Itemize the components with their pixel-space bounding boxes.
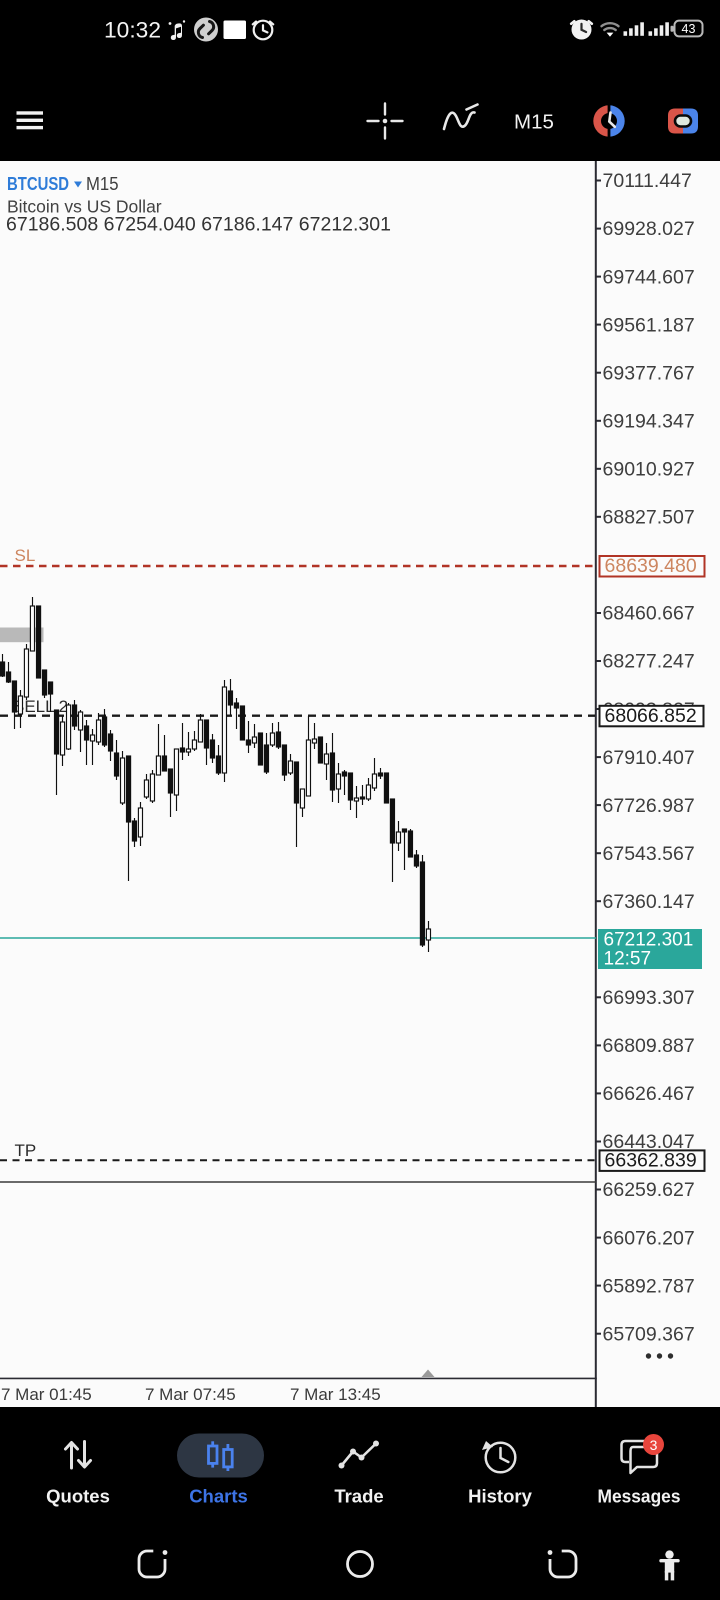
svg-text:Trade: Trade <box>334 1486 383 1507</box>
svg-text:68277.247: 68277.247 <box>603 651 695 673</box>
svg-text:BTCUSD: BTCUSD <box>7 173 69 194</box>
svg-text:66259.627: 66259.627 <box>603 1179 695 1201</box>
svg-text:7 Mar 07:45: 7 Mar 07:45 <box>145 1385 236 1404</box>
svg-text:67360.147: 67360.147 <box>603 891 695 913</box>
svg-text:69010.927: 69010.927 <box>603 459 695 481</box>
svg-text:Messages: Messages <box>598 1486 681 1507</box>
svg-text:66993.307: 66993.307 <box>603 987 695 1009</box>
svg-text:65892.787: 65892.787 <box>603 1275 695 1297</box>
svg-text:66443.047: 66443.047 <box>603 1131 695 1153</box>
svg-text:Bitcoin vs US Dollar: Bitcoin vs US Dollar <box>7 197 162 217</box>
svg-text:67910.407: 67910.407 <box>603 747 695 769</box>
svg-text:67186.508 67254.040 67186.147: 67186.508 67254.040 67186.147 67212.301 <box>6 214 391 236</box>
svg-text:69561.187: 69561.187 <box>603 314 695 336</box>
svg-text:66076.207: 66076.207 <box>603 1227 695 1249</box>
svg-text:Charts: Charts <box>189 1486 248 1507</box>
svg-text:7 Mar 13:45: 7 Mar 13:45 <box>290 1385 381 1404</box>
svg-text:69928.027: 69928.027 <box>603 218 695 240</box>
svg-text:43: 43 <box>682 22 696 36</box>
svg-text:M15: M15 <box>86 173 119 194</box>
svg-text:12:57: 12:57 <box>604 949 652 970</box>
svg-text:SL: SL <box>15 546 36 565</box>
svg-text:3: 3 <box>650 1437 658 1453</box>
svg-text:7 Mar 01:45: 7 Mar 01:45 <box>1 1385 92 1404</box>
svg-text:68460.667: 68460.667 <box>603 603 695 625</box>
svg-text:69744.607: 69744.607 <box>603 266 695 288</box>
svg-text:M15: M15 <box>514 111 554 134</box>
svg-text:69377.767: 69377.767 <box>603 362 695 384</box>
svg-text:History: History <box>468 1486 532 1507</box>
svg-text:68639.480: 68639.480 <box>605 555 697 577</box>
svg-text:TP: TP <box>15 1141 37 1160</box>
svg-text:66626.467: 66626.467 <box>603 1083 695 1105</box>
svg-text:66362.839: 66362.839 <box>605 1149 697 1171</box>
svg-text:Quotes: Quotes <box>46 1486 110 1507</box>
svg-text:68827.507: 68827.507 <box>603 507 695 529</box>
svg-text:68066.852: 68066.852 <box>605 705 697 727</box>
svg-text:10:32: 10:32 <box>104 18 161 43</box>
svg-text:67726.987: 67726.987 <box>603 795 695 817</box>
svg-text:69194.347: 69194.347 <box>603 410 695 432</box>
svg-text:67543.567: 67543.567 <box>603 843 695 865</box>
svg-text:70111.447: 70111.447 <box>603 170 692 192</box>
svg-text:65709.367: 65709.367 <box>603 1323 695 1345</box>
svg-text:67212.301: 67212.301 <box>604 930 694 951</box>
svg-text:66809.887: 66809.887 <box>603 1035 695 1057</box>
